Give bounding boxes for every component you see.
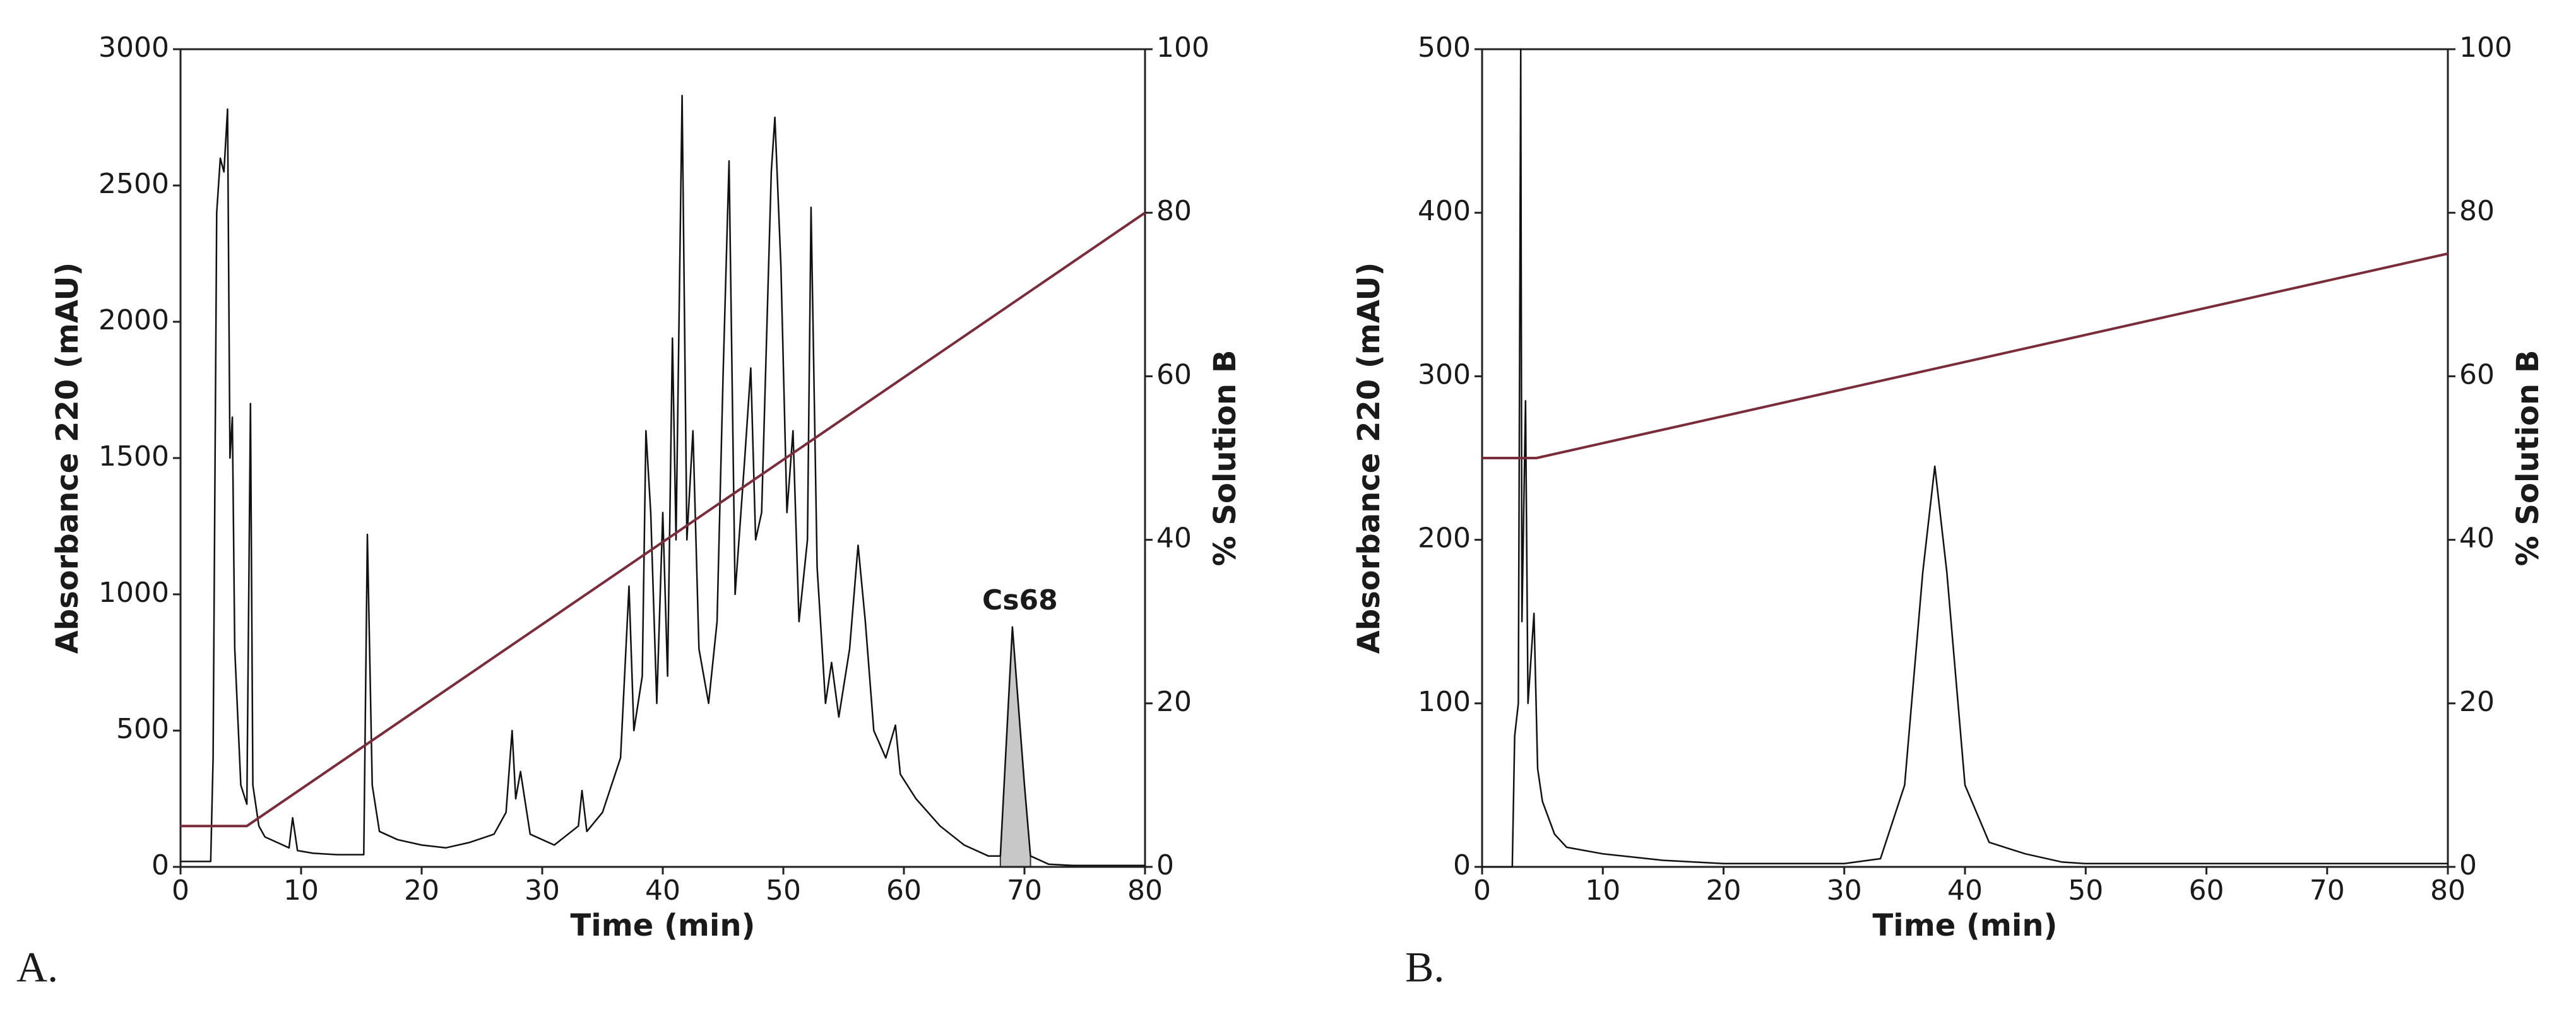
y-tick-label: 400 xyxy=(1418,195,1471,227)
x-tick-label: 20 xyxy=(1706,874,1742,907)
y-tick-label: 2000 xyxy=(98,304,169,336)
y2-tick-label: 80 xyxy=(2459,195,2495,227)
x-tick-label: 80 xyxy=(1127,874,1163,907)
x-tick-label: 50 xyxy=(766,874,801,907)
y2-tick-label: 100 xyxy=(2459,32,2512,64)
y-tick-label: 500 xyxy=(116,713,169,745)
x-tick-label: 40 xyxy=(645,874,680,907)
y2-tick-label: 40 xyxy=(1156,522,1192,555)
y2-axis-title: % Solution B xyxy=(1208,350,1243,567)
y2-tick-label: 60 xyxy=(2459,358,2495,391)
x-tick-label: 0 xyxy=(1473,874,1491,907)
y2-tick-label: 40 xyxy=(2459,522,2495,555)
y-axis-title: Absorbance 220 (mAU) xyxy=(1351,262,1387,654)
y2-axis-title: % Solution B xyxy=(2510,350,2546,567)
absorbance-trace xyxy=(181,95,1145,867)
x-axis-title: Time (min) xyxy=(571,908,756,943)
x-tick-label: 60 xyxy=(886,874,922,907)
panel-label: B. xyxy=(1405,943,1444,991)
x-tick-label: 10 xyxy=(283,874,319,907)
y2-tick-label: 20 xyxy=(2459,686,2495,718)
y-tick-label: 1000 xyxy=(98,577,169,609)
x-tick-label: 80 xyxy=(2430,874,2466,907)
y-tick-label: 0 xyxy=(151,849,169,881)
plot-frame xyxy=(1481,48,2449,868)
y2-tick-label: 0 xyxy=(1156,849,1174,881)
y2-tick-label: 100 xyxy=(1156,32,1209,64)
x-axis-title: Time (min) xyxy=(1873,908,2058,943)
x-tick-label: 60 xyxy=(2189,874,2224,907)
y2-tick-label: 80 xyxy=(1156,195,1192,227)
x-tick-label: 50 xyxy=(2068,874,2103,907)
y2-tick-label: 0 xyxy=(2459,849,2477,881)
peak-label: Cs68 xyxy=(982,584,1058,616)
x-tick-label: 30 xyxy=(1827,874,1862,907)
x-tick-label: 30 xyxy=(525,874,560,907)
gradient-line xyxy=(181,211,1146,828)
y-tick-label: 1500 xyxy=(98,440,169,473)
y-tick-label: 100 xyxy=(1418,686,1471,718)
y-tick-label: 200 xyxy=(1418,522,1471,555)
absorbance-trace xyxy=(1482,48,2448,868)
x-tick-label: 70 xyxy=(1007,874,1042,907)
y-axis-title: Absorbance 220 (mAU) xyxy=(50,262,85,654)
y-tick-label: 2500 xyxy=(98,168,169,200)
plot-frame xyxy=(179,48,1146,868)
x-tick-label: 0 xyxy=(172,874,189,907)
y2-tick-label: 20 xyxy=(1156,686,1192,718)
y-tick-label: 3000 xyxy=(98,32,169,64)
y-tick-label: 500 xyxy=(1418,32,1471,64)
gradient-line xyxy=(1482,252,2448,459)
y2-tick-label: 60 xyxy=(1156,358,1192,391)
x-tick-label: 20 xyxy=(404,874,439,907)
x-tick-label: 10 xyxy=(1585,874,1620,907)
y-tick-label: 0 xyxy=(1453,849,1471,881)
x-tick-label: 70 xyxy=(2310,874,2345,907)
panel-label: A. xyxy=(16,943,58,991)
y-tick-label: 300 xyxy=(1418,358,1471,391)
x-tick-label: 40 xyxy=(1947,874,1983,907)
